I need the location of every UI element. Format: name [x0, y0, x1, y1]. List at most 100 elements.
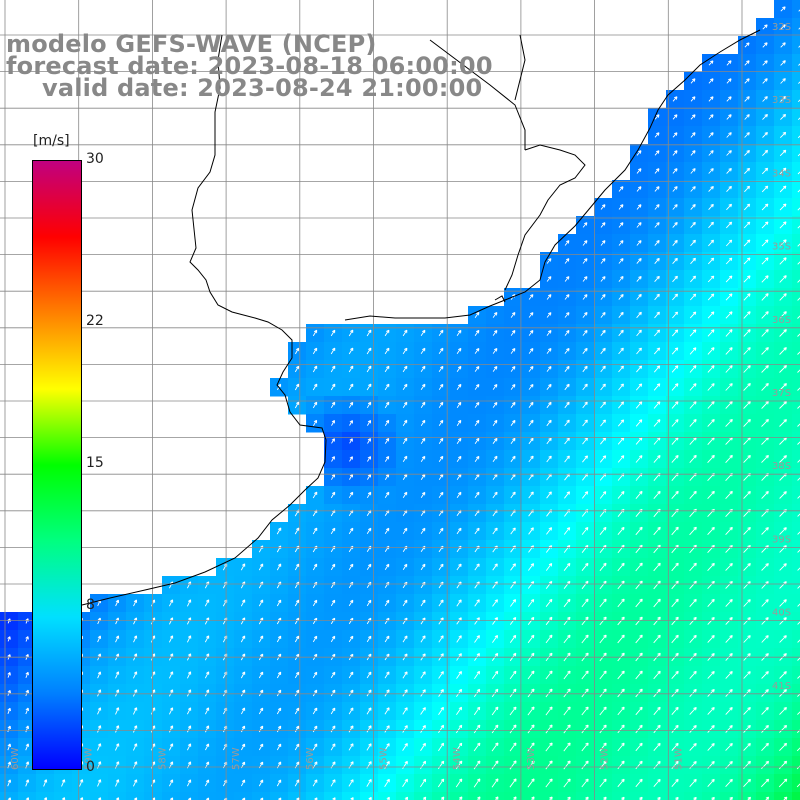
wind-arrow — [366, 635, 372, 643]
wind-arrow — [25, 689, 29, 697]
wind-arrow — [312, 527, 318, 535]
wind-arrow — [420, 707, 426, 715]
wind-arrow — [115, 797, 120, 800]
colorbar-tick-label: 30 — [86, 151, 104, 167]
wind-arrow — [240, 671, 246, 679]
wind-arrow — [348, 635, 354, 643]
wind-arrow — [725, 275, 733, 283]
wind-arrow — [348, 599, 354, 607]
wind-arrow — [635, 760, 643, 770]
wind-arrow — [761, 167, 769, 175]
wind-arrow — [546, 312, 552, 318]
wind-arrow — [617, 419, 625, 427]
wind-arrow — [276, 635, 282, 643]
wind-arrow — [581, 670, 589, 680]
wind-arrow — [366, 725, 372, 733]
wind-arrow — [689, 311, 697, 319]
wind-arrow — [743, 257, 751, 265]
wind-arrow — [797, 387, 800, 391]
wind-arrow — [312, 365, 318, 373]
wind-arrow — [420, 419, 426, 426]
wind-cell — [486, 792, 505, 800]
wind-arrow — [797, 621, 800, 625]
wind-arrow — [258, 599, 264, 607]
wind-arrow — [582, 258, 588, 264]
wind-arrow — [672, 168, 678, 174]
wind-arrow — [689, 634, 697, 643]
latitude-label: 33S — [772, 95, 791, 106]
wind-arrow — [97, 725, 102, 733]
wind-arrow — [491, 724, 499, 734]
wind-arrow — [384, 725, 390, 733]
wind-arrow — [330, 491, 336, 499]
wind-arrow — [186, 599, 192, 607]
wind-cell — [792, 234, 800, 253]
wind-arrow — [654, 168, 660, 174]
wind-arrow — [617, 616, 625, 626]
wind-arrow — [689, 670, 697, 679]
wind-arrow — [635, 688, 643, 698]
wind-arrow — [635, 490, 643, 499]
wind-arrow — [563, 562, 571, 571]
wind-arrow — [420, 778, 427, 788]
wind-arrow — [456, 563, 462, 571]
wind-arrow — [653, 724, 661, 734]
wind-arrow — [331, 456, 335, 462]
wind-arrow — [707, 400, 715, 409]
wind-arrow — [689, 688, 697, 697]
wind-arrow — [797, 495, 800, 499]
wind-arrow — [671, 742, 679, 751]
wind-arrow — [654, 222, 660, 228]
wind-cell — [792, 738, 800, 757]
wind-arrow — [402, 743, 408, 751]
wind-arrow — [510, 383, 516, 390]
wind-arrow — [276, 779, 282, 787]
wind-arrow — [564, 276, 570, 282]
wind-arrow — [672, 221, 678, 228]
wind-arrow — [797, 243, 800, 247]
wind-arrow — [797, 693, 800, 697]
wind-arrow — [115, 689, 120, 697]
wind-arrow — [671, 526, 679, 536]
wind-arrow — [743, 490, 751, 499]
wind-arrow — [420, 760, 427, 770]
wind-arrow — [708, 203, 714, 210]
wind-arrow — [761, 185, 769, 193]
wind-arrow — [420, 742, 426, 751]
wind-arrow — [241, 725, 246, 733]
wind-arrow — [438, 347, 444, 355]
wind-arrow — [384, 527, 390, 535]
wind-arrow — [636, 365, 643, 373]
wind-cell — [342, 792, 361, 800]
wind-arrow — [294, 401, 300, 409]
wind-arrow — [797, 225, 800, 229]
wind-arrow — [761, 742, 769, 752]
wind-arrow — [743, 526, 751, 535]
wind-arrow — [402, 778, 408, 788]
wind-arrow — [492, 311, 498, 318]
wind-arrow — [366, 347, 372, 355]
wind-arrow — [367, 420, 372, 426]
wind-arrow — [402, 401, 408, 409]
wind-arrow — [491, 670, 499, 680]
wind-arrow — [672, 239, 678, 246]
wind-arrow — [366, 563, 372, 571]
wind-cell — [792, 468, 800, 487]
wind-arrow — [582, 347, 588, 354]
wind-arrow — [617, 455, 625, 463]
wind-arrow — [636, 150, 642, 156]
wind-arrow — [492, 437, 498, 444]
wind-cell — [216, 792, 235, 800]
wind-arrow — [725, 490, 733, 500]
wind-arrow — [581, 616, 589, 626]
wind-arrow — [672, 114, 678, 120]
wind-arrow — [384, 689, 390, 697]
wind-arrow — [725, 544, 733, 553]
wind-arrow — [779, 239, 787, 247]
wind-arrow — [744, 149, 750, 156]
wind-arrow — [708, 185, 714, 192]
wind-arrow — [635, 670, 643, 680]
wind-arrow — [779, 671, 787, 679]
wind-cell — [576, 792, 595, 800]
wind-arrow — [671, 562, 679, 572]
